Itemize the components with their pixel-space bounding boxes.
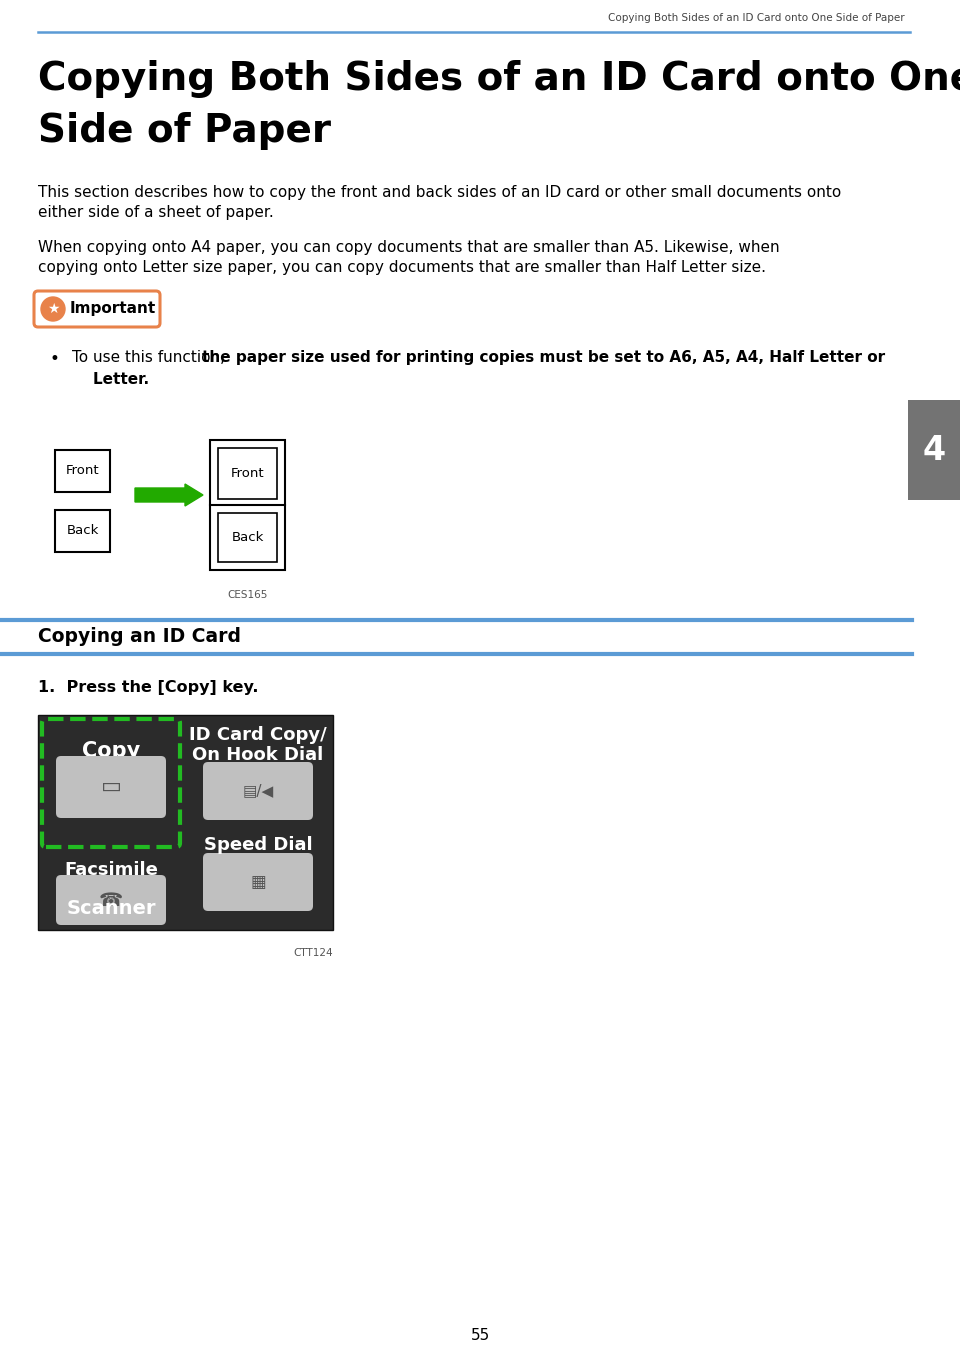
Text: Copying Both Sides of an ID Card onto One: Copying Both Sides of an ID Card onto On… [38, 60, 960, 98]
Text: ▦: ▦ [251, 873, 266, 891]
Text: Back: Back [231, 530, 264, 544]
Text: Copy: Copy [82, 741, 140, 762]
Text: Letter.: Letter. [72, 373, 149, 388]
FancyBboxPatch shape [56, 756, 166, 817]
Bar [55, 510, 110, 552]
Text: CTT124: CTT124 [294, 948, 333, 957]
Bar [55, 450, 110, 492]
Text: This section describes how to copy the front and back sides of an ID card or oth: This section describes how to copy the f… [38, 185, 841, 200]
Text: Back: Back [66, 525, 99, 537]
Text: ★: ★ [47, 302, 60, 316]
Text: Important: Important [70, 302, 156, 317]
Text: 4: 4 [923, 434, 946, 466]
FancyBboxPatch shape [56, 874, 166, 925]
Text: Speed Dial: Speed Dial [204, 836, 312, 854]
Text: Facsimile: Facsimile [64, 861, 158, 879]
Text: copying onto Letter size paper, you can copy documents that are smaller than Hal: copying onto Letter size paper, you can … [38, 260, 766, 275]
FancyBboxPatch shape [203, 762, 313, 820]
Text: Side of Paper: Side of Paper [38, 112, 331, 150]
Text: ☎: ☎ [99, 891, 123, 910]
Text: On Hook Dial: On Hook Dial [192, 747, 324, 764]
Text: 1.  Press the [Copy] key.: 1. Press the [Copy] key. [38, 680, 258, 695]
Text: Front: Front [230, 466, 264, 480]
Text: When copying onto A4 paper, you can copy documents that are smaller than A5. Lik: When copying onto A4 paper, you can copy… [38, 239, 780, 256]
Circle shape [41, 296, 65, 321]
Bar [218, 447, 277, 499]
FancyBboxPatch shape [34, 291, 160, 326]
Text: either side of a sheet of paper.: either side of a sheet of paper. [38, 205, 274, 220]
Text: Front: Front [65, 465, 99, 477]
Text: the paper size used for printing copies must be set to A6, A5, A4, Half Letter o: the paper size used for printing copies … [202, 350, 885, 364]
Bar [218, 513, 277, 562]
Text: To use this function,: To use this function, [72, 350, 229, 364]
FancyArrow shape [135, 484, 203, 506]
Text: Copying Both Sides of an ID Card onto One Side of Paper: Copying Both Sides of an ID Card onto On… [609, 14, 905, 23]
Text: Copying an ID Card: Copying an ID Card [38, 627, 241, 646]
Text: ▤/◀: ▤/◀ [242, 783, 274, 798]
Text: ID Card Copy/: ID Card Copy/ [189, 726, 326, 744]
Bar [0, 620, 960, 654]
FancyBboxPatch shape [203, 853, 313, 911]
Text: ▭: ▭ [101, 777, 122, 797]
Text: Scanner: Scanner [66, 899, 156, 918]
Bar [210, 441, 285, 570]
Text: CES165: CES165 [228, 590, 268, 600]
Text: •: • [50, 350, 60, 369]
Bar [38, 715, 333, 930]
Bar [908, 400, 960, 500]
Text: 55: 55 [470, 1327, 490, 1342]
